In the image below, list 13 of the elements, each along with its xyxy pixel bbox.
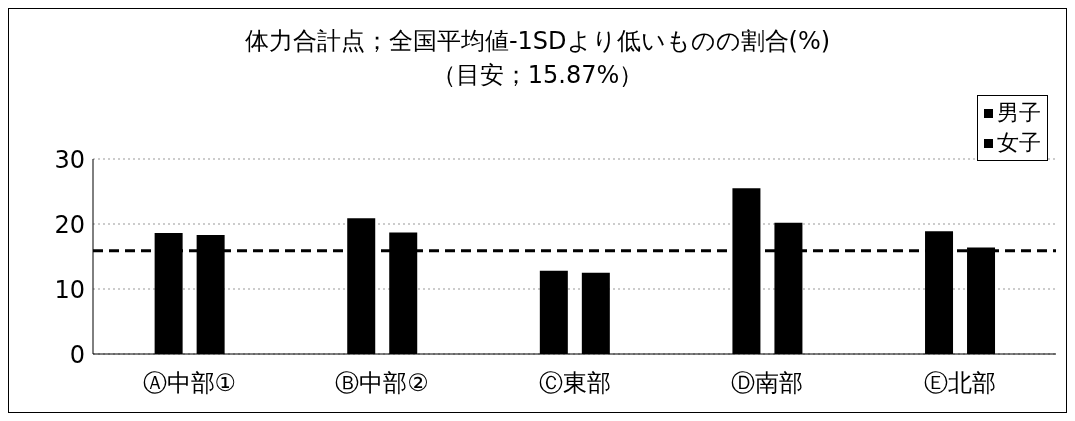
legend-label: 男子 [997,99,1041,127]
x-tick-label: Ⓓ南部 [731,369,804,398]
y-tick-label: 20 [54,210,85,239]
x-tick-label: Ⓑ中部② [335,369,429,398]
legend-label: 女子 [997,129,1041,157]
x-tick-label: Ⓔ北部 [923,369,996,398]
x-tick-label: Ⓒ東部 [538,369,611,398]
y-tick-label: 30 [54,145,85,174]
y-tick-label: 10 [54,275,85,304]
chart-subtitle: （目安；15.87%） [430,60,645,91]
x-tick-label: Ⓐ中部① [142,369,237,398]
chart-title: 体力合計点；全国平均値-1SDより低いものの割合(%) [243,26,832,57]
y-tick-label: 0 [69,340,85,369]
